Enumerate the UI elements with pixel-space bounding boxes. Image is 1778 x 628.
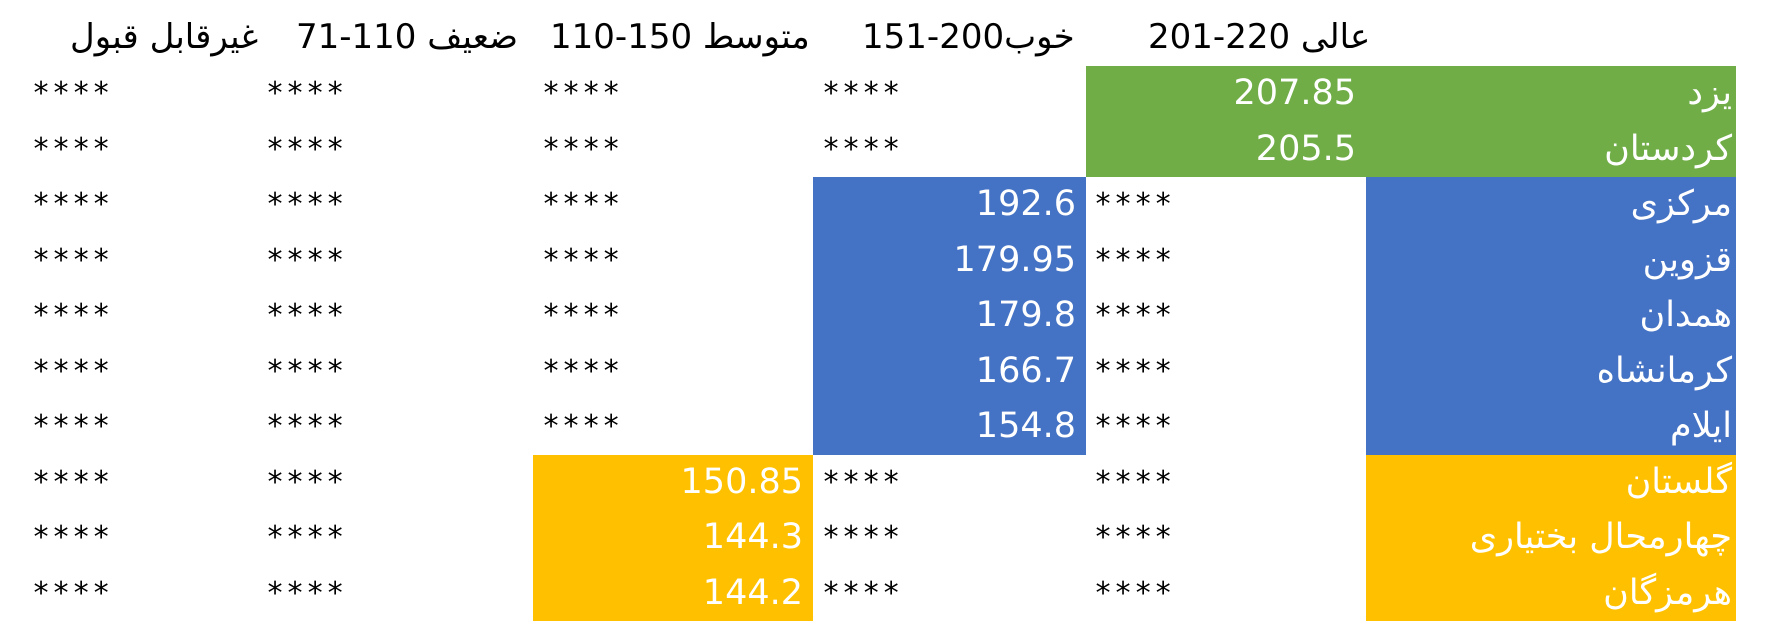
score-value: 205.5 (1086, 121, 1366, 177)
placeholder-stars: **** (1094, 187, 1175, 222)
placeholder-stars: **** (266, 187, 347, 222)
table-row: چهارمحال بختیاری **** **** 144.3 **** **** (0, 510, 1778, 566)
placeholder-stars: **** (1094, 464, 1175, 500)
placeholder-stars: **** (1094, 520, 1175, 555)
placeholder-stars: **** (542, 298, 623, 333)
header-weak: ضعیف 110-71 (296, 17, 518, 57)
placeholder-stars: **** (266, 520, 347, 555)
placeholder-stars: **** (822, 464, 903, 500)
table-row: گلستان **** **** 150.85 **** **** (0, 454, 1778, 510)
placeholder-stars: **** (266, 409, 347, 444)
placeholder-stars: **** (266, 298, 347, 333)
placeholder-stars: **** (266, 131, 347, 167)
placeholder-stars: **** (32, 520, 113, 555)
province-name: قزوین (1366, 232, 1736, 288)
placeholder-stars: **** (542, 353, 623, 389)
score-value: 150.85 (533, 454, 813, 510)
score-value: 207.85 (1086, 66, 1366, 122)
province-name: همدان (1366, 288, 1736, 344)
table-row: ایلام **** 154.8 **** **** **** (0, 399, 1778, 455)
score-value: 144.3 (533, 510, 813, 566)
score-value: 144.2 (533, 565, 813, 621)
placeholder-stars: **** (32, 409, 113, 444)
province-name: گلستان (1366, 454, 1736, 510)
placeholder-stars: **** (32, 187, 113, 222)
province-name: مرکزی (1366, 177, 1736, 233)
province-name: کردستان (1366, 121, 1736, 177)
score-value: 192.6 (813, 177, 1086, 233)
placeholder-stars: **** (822, 575, 903, 611)
table-row: کرمانشاه **** 166.7 **** **** **** (0, 343, 1778, 399)
score-value: 166.7 (813, 343, 1086, 399)
placeholder-stars: **** (32, 131, 113, 167)
score-value: 154.8 (813, 399, 1086, 455)
placeholder-stars: **** (266, 464, 347, 500)
placeholder-stars: **** (542, 131, 623, 167)
placeholder-stars: **** (1094, 353, 1175, 389)
placeholder-stars: **** (542, 187, 623, 222)
placeholder-stars: **** (32, 464, 113, 500)
table-row: مرکزی **** 192.6 **** **** **** (0, 177, 1778, 233)
score-value: 179.95 (813, 232, 1086, 288)
province-name: چهارمحال بختیاری (1366, 510, 1736, 566)
placeholder-stars: **** (1094, 298, 1175, 333)
placeholder-stars: **** (1094, 242, 1175, 278)
placeholder-stars: **** (542, 76, 623, 111)
header-medium: متوسط 150-110 (550, 17, 810, 57)
province-name: یزد (1366, 66, 1736, 122)
table-row: قزوین **** 179.95 **** **** **** (0, 232, 1778, 288)
placeholder-stars: **** (266, 353, 347, 389)
placeholder-stars: **** (266, 575, 347, 611)
province-name: ایلام (1366, 399, 1736, 455)
placeholder-stars: **** (32, 575, 113, 611)
table-row: هرمزگان **** **** 144.2 **** **** (0, 565, 1778, 621)
score-value: 179.8 (813, 288, 1086, 344)
header-unacceptable: غیرقابل قبول (70, 17, 259, 57)
placeholder-stars: **** (822, 76, 903, 111)
placeholder-stars: **** (32, 76, 113, 111)
header-excellent: عالی 220-201 (1148, 17, 1371, 57)
placeholder-stars: **** (1094, 575, 1175, 611)
header-good: خوب200-151 (862, 17, 1075, 57)
placeholder-stars: **** (542, 242, 623, 278)
placeholder-stars: **** (32, 353, 113, 389)
placeholder-stars: **** (266, 242, 347, 278)
table-row: کردستان 205.5 **** **** **** **** (0, 121, 1778, 177)
placeholder-stars: **** (822, 520, 903, 555)
placeholder-stars: **** (32, 242, 113, 278)
province-name: کرمانشاه (1366, 343, 1736, 399)
placeholder-stars: **** (266, 76, 347, 111)
placeholder-stars: **** (542, 409, 623, 444)
placeholder-stars: **** (822, 131, 903, 167)
table-row: یزد 207.85 **** **** **** **** (0, 66, 1778, 122)
placeholder-stars: **** (1094, 409, 1175, 444)
table-row: همدان **** 179.8 **** **** **** (0, 288, 1778, 344)
placeholder-stars: **** (32, 298, 113, 333)
province-name: هرمزگان (1366, 565, 1736, 621)
